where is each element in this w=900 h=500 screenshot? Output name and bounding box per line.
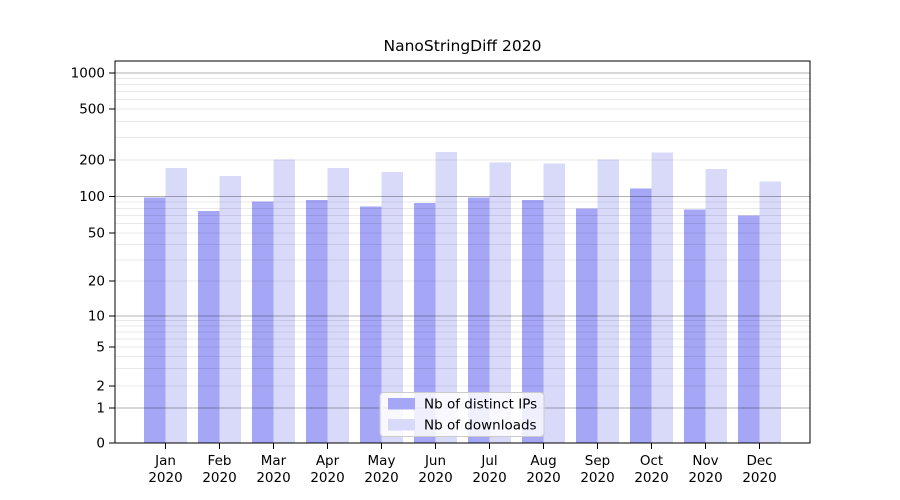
y-tick-label-50: 50 [88, 226, 105, 242]
bar-distinct-ips-feb [198, 210, 220, 443]
bar-downloads-aug [543, 163, 565, 444]
x-year-label-jul: 2020 [472, 470, 506, 486]
bar-distinct-ips-jun [414, 203, 436, 443]
bar-downloads-feb [219, 175, 241, 443]
y-tick-label-1000: 1000 [71, 66, 105, 82]
bar-distinct-ips-apr [306, 199, 328, 443]
y-tick-label-0: 0 [96, 436, 105, 452]
bar-distinct-ips-dec [738, 215, 760, 443]
x-year-label-jun: 2020 [418, 470, 452, 486]
bar-downloads-jan [165, 168, 187, 443]
x-month-label-jul: Jul [480, 453, 497, 469]
bars-distinct-ips [144, 188, 760, 443]
x-year-label-oct: 2020 [634, 470, 668, 486]
bar-downloads-may [381, 171, 403, 444]
bar-distinct-ips-jan [144, 197, 166, 443]
bars-downloads [165, 151, 781, 444]
chart-title: NanoStringDiff 2020 [384, 37, 542, 55]
x-month-label-sep: Sep [585, 453, 610, 469]
bar-downloads-dec [759, 181, 781, 443]
y-tick-label-100: 100 [79, 189, 105, 205]
x-month-label-dec: Dec [746, 453, 772, 469]
y-tick-label-10: 10 [88, 309, 105, 325]
bar-downloads-jun [435, 151, 457, 443]
legend-box [379, 392, 545, 437]
bar-distinct-ips-oct [630, 188, 652, 443]
legend: Nb of distinct IPs Nb of downloads [379, 392, 545, 437]
legend-swatch-distinct-ips [388, 398, 415, 410]
bar-distinct-ips-sep [576, 208, 598, 443]
bar-distinct-ips-jul [468, 197, 490, 443]
y-tick-label-500: 500 [79, 102, 105, 118]
y-tick-label-20: 20 [88, 274, 105, 290]
gridlines [115, 72, 810, 409]
x-year-label-may: 2020 [364, 470, 398, 486]
x-year-label-feb: 2020 [202, 470, 236, 486]
y-tick-label-1: 1 [96, 401, 105, 417]
bar-downloads-jul [489, 162, 511, 443]
plot-border [114, 60, 811, 444]
y-tick-label-2: 2 [96, 379, 105, 395]
x-month-label-nov: Nov [692, 453, 718, 469]
x-month-label-jun: Jun [424, 453, 446, 469]
x-month-label-may: May [368, 453, 396, 469]
bar-downloads-nov [705, 169, 727, 444]
bar-distinct-ips-aug [522, 199, 544, 443]
bar-downloads-mar [273, 159, 295, 443]
x-year-label-apr: 2020 [310, 470, 344, 486]
x-year-label-aug: 2020 [526, 470, 560, 486]
y-tick-label-5: 5 [96, 340, 105, 356]
bar-distinct-ips-mar [252, 201, 274, 443]
x-month-label-oct: Oct [640, 453, 663, 469]
legend-label-downloads: Nb of downloads [424, 418, 537, 434]
x-year-label-jan: 2020 [148, 470, 182, 486]
bar-downloads-apr [327, 168, 349, 443]
legend-label-distinct-ips: Nb of distinct IPs [424, 397, 537, 413]
x-month-label-apr: Apr [316, 453, 340, 469]
x-year-label-dec: 2020 [742, 470, 776, 486]
x-year-label-mar: 2020 [256, 470, 290, 486]
x-month-label-mar: Mar [261, 453, 287, 469]
x-axis: Jan2020Feb2020Mar2020Apr2020May2020Jun20… [148, 443, 777, 486]
y-axis: 0 1 2 5 10 20 50 100 200 500 1000 [71, 66, 115, 452]
y-tick-label-200: 200 [79, 153, 105, 169]
x-year-label-nov: 2020 [688, 470, 722, 486]
x-month-label-feb: Feb [208, 453, 232, 469]
bar-downloads-oct [651, 152, 673, 443]
legend-swatch-downloads [388, 419, 415, 431]
x-year-label-sep: 2020 [580, 470, 614, 486]
bar-distinct-ips-nov [684, 209, 706, 443]
x-month-label-jan: Jan [154, 453, 176, 469]
x-month-label-aug: Aug [530, 453, 556, 469]
bar-distinct-ips-may [360, 206, 382, 443]
bar-downloads-sep [597, 159, 619, 443]
